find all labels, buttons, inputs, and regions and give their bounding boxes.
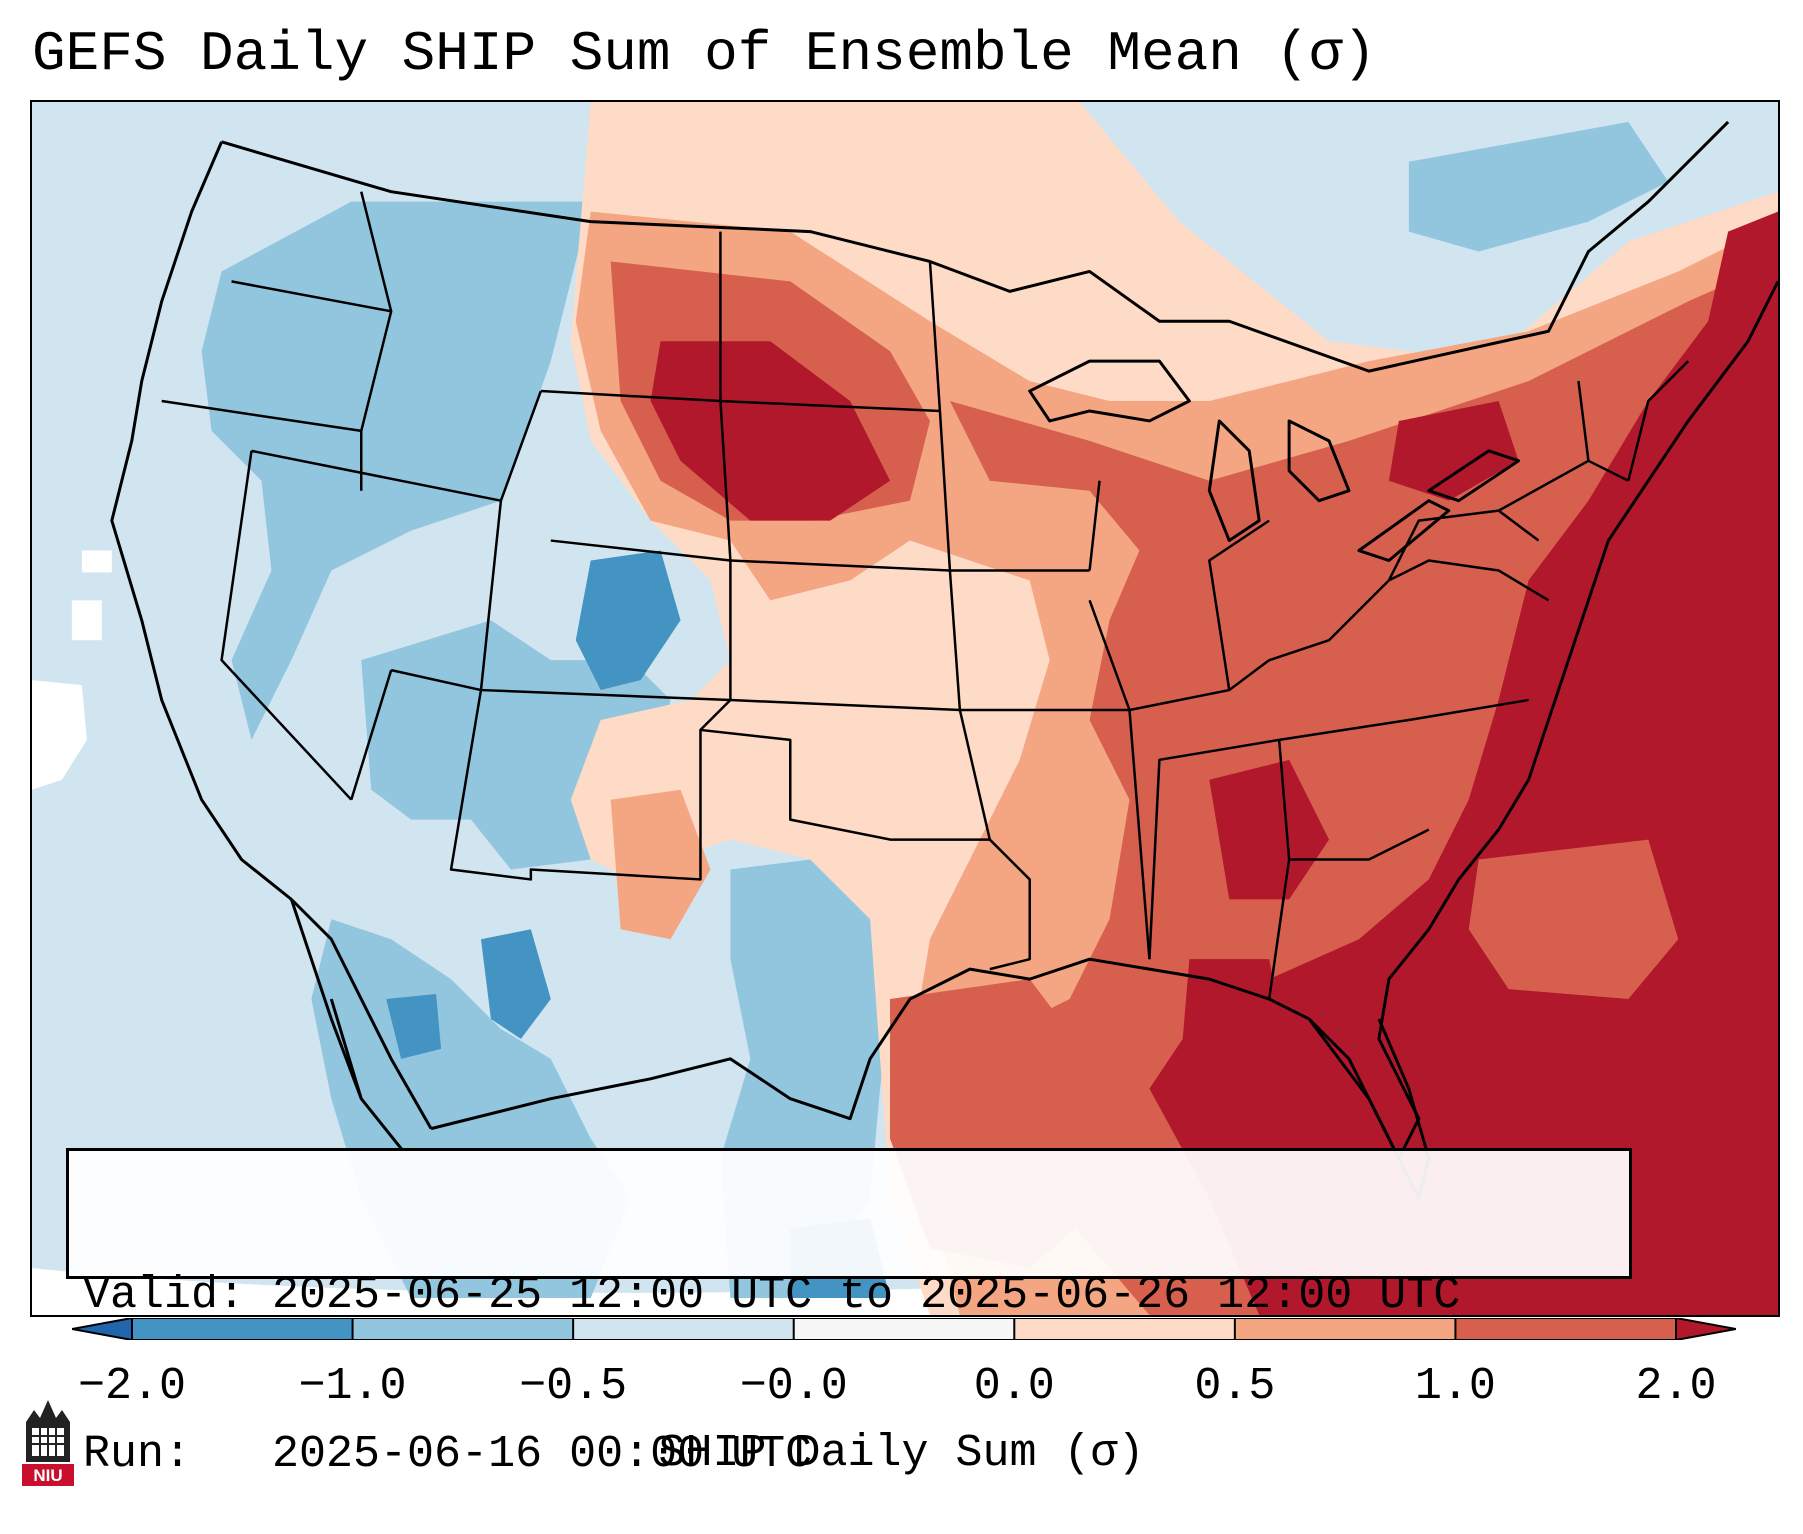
great-lakes — [1028, 359, 1191, 423]
missing-data-patch — [32, 680, 87, 790]
run-time-line: Run: 2025-06-16 00:00 UTC — [83, 1429, 813, 1480]
missing-data-patch — [81, 550, 112, 573]
missing-data-patch — [71, 600, 102, 641]
colorbar-extend-high — [1676, 1318, 1736, 1340]
colorbar-tick-label: 2.0 — [1635, 1361, 1717, 1412]
page-title: GEFS Daily SHIP Sum of Ensemble Mean (σ) — [32, 22, 1377, 86]
ship-anomaly-map — [32, 102, 1778, 1315]
colorbar-tick-label: −1.0 — [298, 1361, 407, 1412]
anomaly-region-plus2 — [1209, 759, 1330, 900]
coastline-and-borders — [110, 120, 1778, 1200]
anomaly-region-plus1 — [1468, 839, 1679, 1000]
us-canada-border — [221, 120, 1730, 373]
valid-time-line: Valid: 2025-06-25 12:00 UTC to 2025-06-2… — [83, 1270, 1461, 1321]
great-lakes — [1427, 449, 1521, 503]
map-panel — [30, 100, 1780, 1317]
colorbar-label: SHIP Daily Sum (σ) — [658, 1428, 1145, 1479]
colorbar-tick-label: 0.5 — [1194, 1361, 1276, 1412]
baja-peninsula — [289, 898, 403, 1151]
great-lakes — [1357, 499, 1451, 562]
colorbar-bin — [1455, 1318, 1677, 1340]
colorbar-bin — [1014, 1318, 1236, 1340]
anomaly-region-minus1 — [1408, 121, 1669, 252]
logo-banner — [22, 1464, 74, 1486]
pacific-coastline — [110, 141, 433, 1130]
colorbar-tick-label: −0.5 — [519, 1361, 628, 1412]
anomaly-region-plus2 — [650, 341, 891, 521]
anomaly-region-minus2 — [386, 994, 442, 1059]
anomaly-region-plus05 — [610, 789, 711, 940]
logo-text: NIU — [33, 1466, 62, 1485]
colorbar — [72, 1318, 1736, 1340]
colorbar-bin — [793, 1318, 1015, 1340]
colorbar-tick-label: −2.0 — [77, 1361, 187, 1412]
anomaly-region-minus2 — [480, 929, 551, 1039]
anomaly-region-plus2 — [1149, 211, 1778, 1315]
colorbar-tick-label: 0.0 — [973, 1361, 1055, 1412]
great-lakes — [1207, 419, 1261, 543]
niu-logo: NIU — [22, 1400, 74, 1486]
valid-time-info-box: Valid: 2025-06-25 12:00 UTC to 2025-06-2… — [66, 1148, 1632, 1480]
colorbar-bin — [132, 1318, 354, 1340]
colorbar-tick-label: −0.0 — [739, 1361, 848, 1412]
colorbar-bin — [352, 1318, 574, 1340]
anomaly-region-minus2 — [575, 550, 681, 691]
anomaly-region-minus1 — [201, 201, 591, 740]
colorbar-bin — [1234, 1318, 1456, 1340]
state-boundaries — [161, 191, 1690, 1000]
colorbar-extend-low — [72, 1318, 132, 1340]
colorbar-tick-label: 1.0 — [1414, 1361, 1496, 1412]
great-lakes — [1287, 419, 1351, 503]
anomaly-region-plus2 — [1179, 959, 1290, 1099]
anomaly-region-plus2 — [1388, 401, 1519, 501]
colorbar-bin — [573, 1318, 795, 1340]
